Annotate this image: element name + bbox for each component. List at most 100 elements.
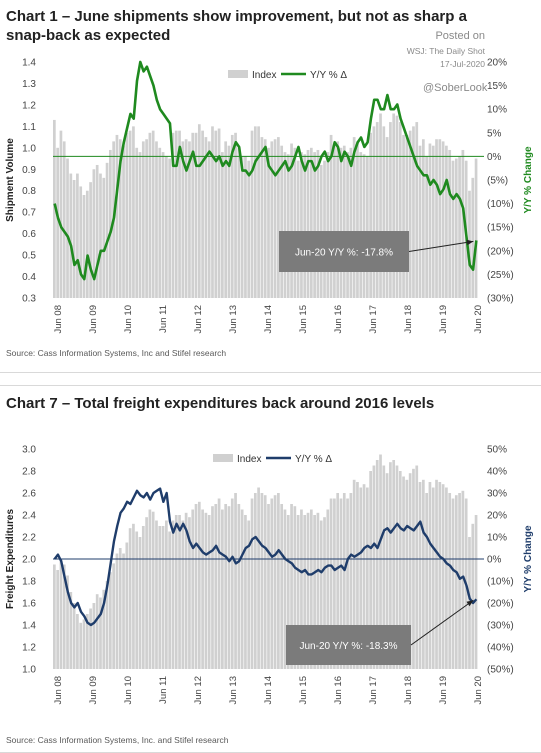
index-bar bbox=[95, 594, 99, 669]
index-bar bbox=[375, 122, 379, 298]
index-bar bbox=[263, 139, 267, 298]
index-bar bbox=[448, 149, 452, 298]
index-bar bbox=[102, 589, 106, 669]
x-tick-label: Jun 18 bbox=[403, 676, 414, 705]
index-bar bbox=[277, 137, 280, 298]
index-bar bbox=[267, 147, 270, 298]
index-bar bbox=[379, 113, 382, 299]
index-bar bbox=[362, 154, 366, 298]
index-bar bbox=[372, 126, 376, 298]
index-bar bbox=[260, 137, 264, 298]
x-tick-label: Jun 13 bbox=[228, 676, 239, 705]
index-bar bbox=[99, 173, 102, 298]
index-bar bbox=[66, 575, 69, 669]
index-bar bbox=[445, 487, 448, 669]
index-bar bbox=[323, 160, 326, 298]
index-bar bbox=[454, 158, 458, 298]
index-bar bbox=[326, 509, 330, 669]
index-bar bbox=[362, 484, 366, 669]
index-bar bbox=[471, 523, 475, 669]
index-bar bbox=[174, 130, 178, 298]
index-bar bbox=[184, 512, 188, 669]
index-bar bbox=[458, 493, 461, 669]
x-tick-label: Jun 14 bbox=[263, 305, 274, 334]
index-bar bbox=[339, 498, 343, 669]
index-bar bbox=[191, 509, 195, 669]
index-bar bbox=[227, 145, 231, 298]
chart-2-title: Chart 7 – Total freight expenditures bac… bbox=[6, 395, 435, 412]
index-bar bbox=[352, 137, 356, 298]
x-tick-label: Jun 09 bbox=[88, 676, 99, 705]
index-bar bbox=[214, 504, 218, 669]
x-tick-label: Jun 12 bbox=[193, 305, 204, 334]
annotation-text: Jun-20 Y/Y %: -17.8% bbox=[295, 248, 393, 259]
x-tick-label: Jun 17 bbox=[368, 676, 379, 705]
index-bar bbox=[115, 553, 119, 669]
index-bar bbox=[240, 156, 244, 298]
index-bar bbox=[428, 482, 432, 669]
y-axis-title: Shipment Volume bbox=[5, 138, 16, 222]
x-tick-label: Jun 15 bbox=[298, 305, 309, 334]
y2-tick-label: (5%) bbox=[487, 176, 508, 187]
index-bar bbox=[333, 143, 336, 298]
index-bar bbox=[253, 126, 257, 298]
index-bar bbox=[148, 132, 152, 298]
index-bar bbox=[359, 487, 363, 669]
index-bar bbox=[115, 134, 119, 298]
index-bar bbox=[224, 141, 228, 298]
x-tick-label: Jun 08 bbox=[53, 305, 64, 334]
index-bar bbox=[286, 515, 290, 669]
index-bar bbox=[207, 515, 211, 669]
yy-change-line bbox=[53, 60, 478, 281]
index-bar bbox=[405, 479, 409, 669]
y-tick-label: 0.4 bbox=[22, 272, 36, 283]
index-bar bbox=[138, 152, 142, 298]
y-tick-label: 1.3 bbox=[22, 79, 36, 90]
y-tick-label: 0.7 bbox=[22, 208, 36, 219]
index-bar bbox=[201, 130, 204, 298]
index-bar bbox=[313, 515, 316, 669]
index-bar bbox=[356, 482, 359, 669]
index-bar bbox=[290, 504, 293, 669]
legend-index-swatch bbox=[228, 70, 248, 78]
index-bar bbox=[128, 130, 132, 298]
index-bar bbox=[421, 139, 425, 298]
index-bar bbox=[365, 156, 369, 298]
index-bar bbox=[178, 130, 181, 298]
y-axis-title: Freight Expenditures bbox=[5, 509, 16, 609]
legend-index-label: Index bbox=[252, 70, 276, 81]
index-bar bbox=[59, 130, 63, 298]
x-tick-label: Jun 18 bbox=[403, 305, 414, 334]
index-bar bbox=[257, 487, 260, 669]
y2-tick-label: 50% bbox=[487, 445, 507, 456]
index-bar bbox=[392, 113, 396, 299]
index-bar bbox=[257, 126, 260, 298]
index-bar bbox=[280, 504, 284, 669]
index-bar bbox=[253, 493, 257, 669]
index-bar bbox=[290, 143, 293, 298]
index-bar bbox=[197, 124, 201, 298]
index-bar bbox=[402, 134, 405, 298]
index-bar bbox=[145, 139, 148, 298]
index-bar bbox=[412, 468, 415, 669]
index-bar bbox=[326, 152, 330, 298]
index-bar bbox=[451, 160, 455, 298]
index-bar bbox=[221, 152, 224, 298]
y2-tick-label: 15% bbox=[487, 81, 507, 92]
index-bar bbox=[293, 147, 297, 298]
y2-tick-label: 10% bbox=[487, 533, 507, 544]
index-bar bbox=[382, 465, 386, 669]
index-bar bbox=[382, 126, 386, 298]
index-bar bbox=[79, 622, 83, 669]
index-bar bbox=[234, 493, 237, 669]
index-bar bbox=[132, 126, 135, 298]
index-bar bbox=[171, 520, 175, 669]
index-bar bbox=[342, 145, 346, 298]
index-bar bbox=[263, 495, 267, 669]
index-bar bbox=[132, 523, 135, 669]
index-bar bbox=[92, 169, 96, 298]
index-bar bbox=[214, 130, 218, 298]
index-bar bbox=[303, 154, 307, 298]
index-bar bbox=[306, 512, 310, 669]
index-bar bbox=[158, 526, 162, 669]
